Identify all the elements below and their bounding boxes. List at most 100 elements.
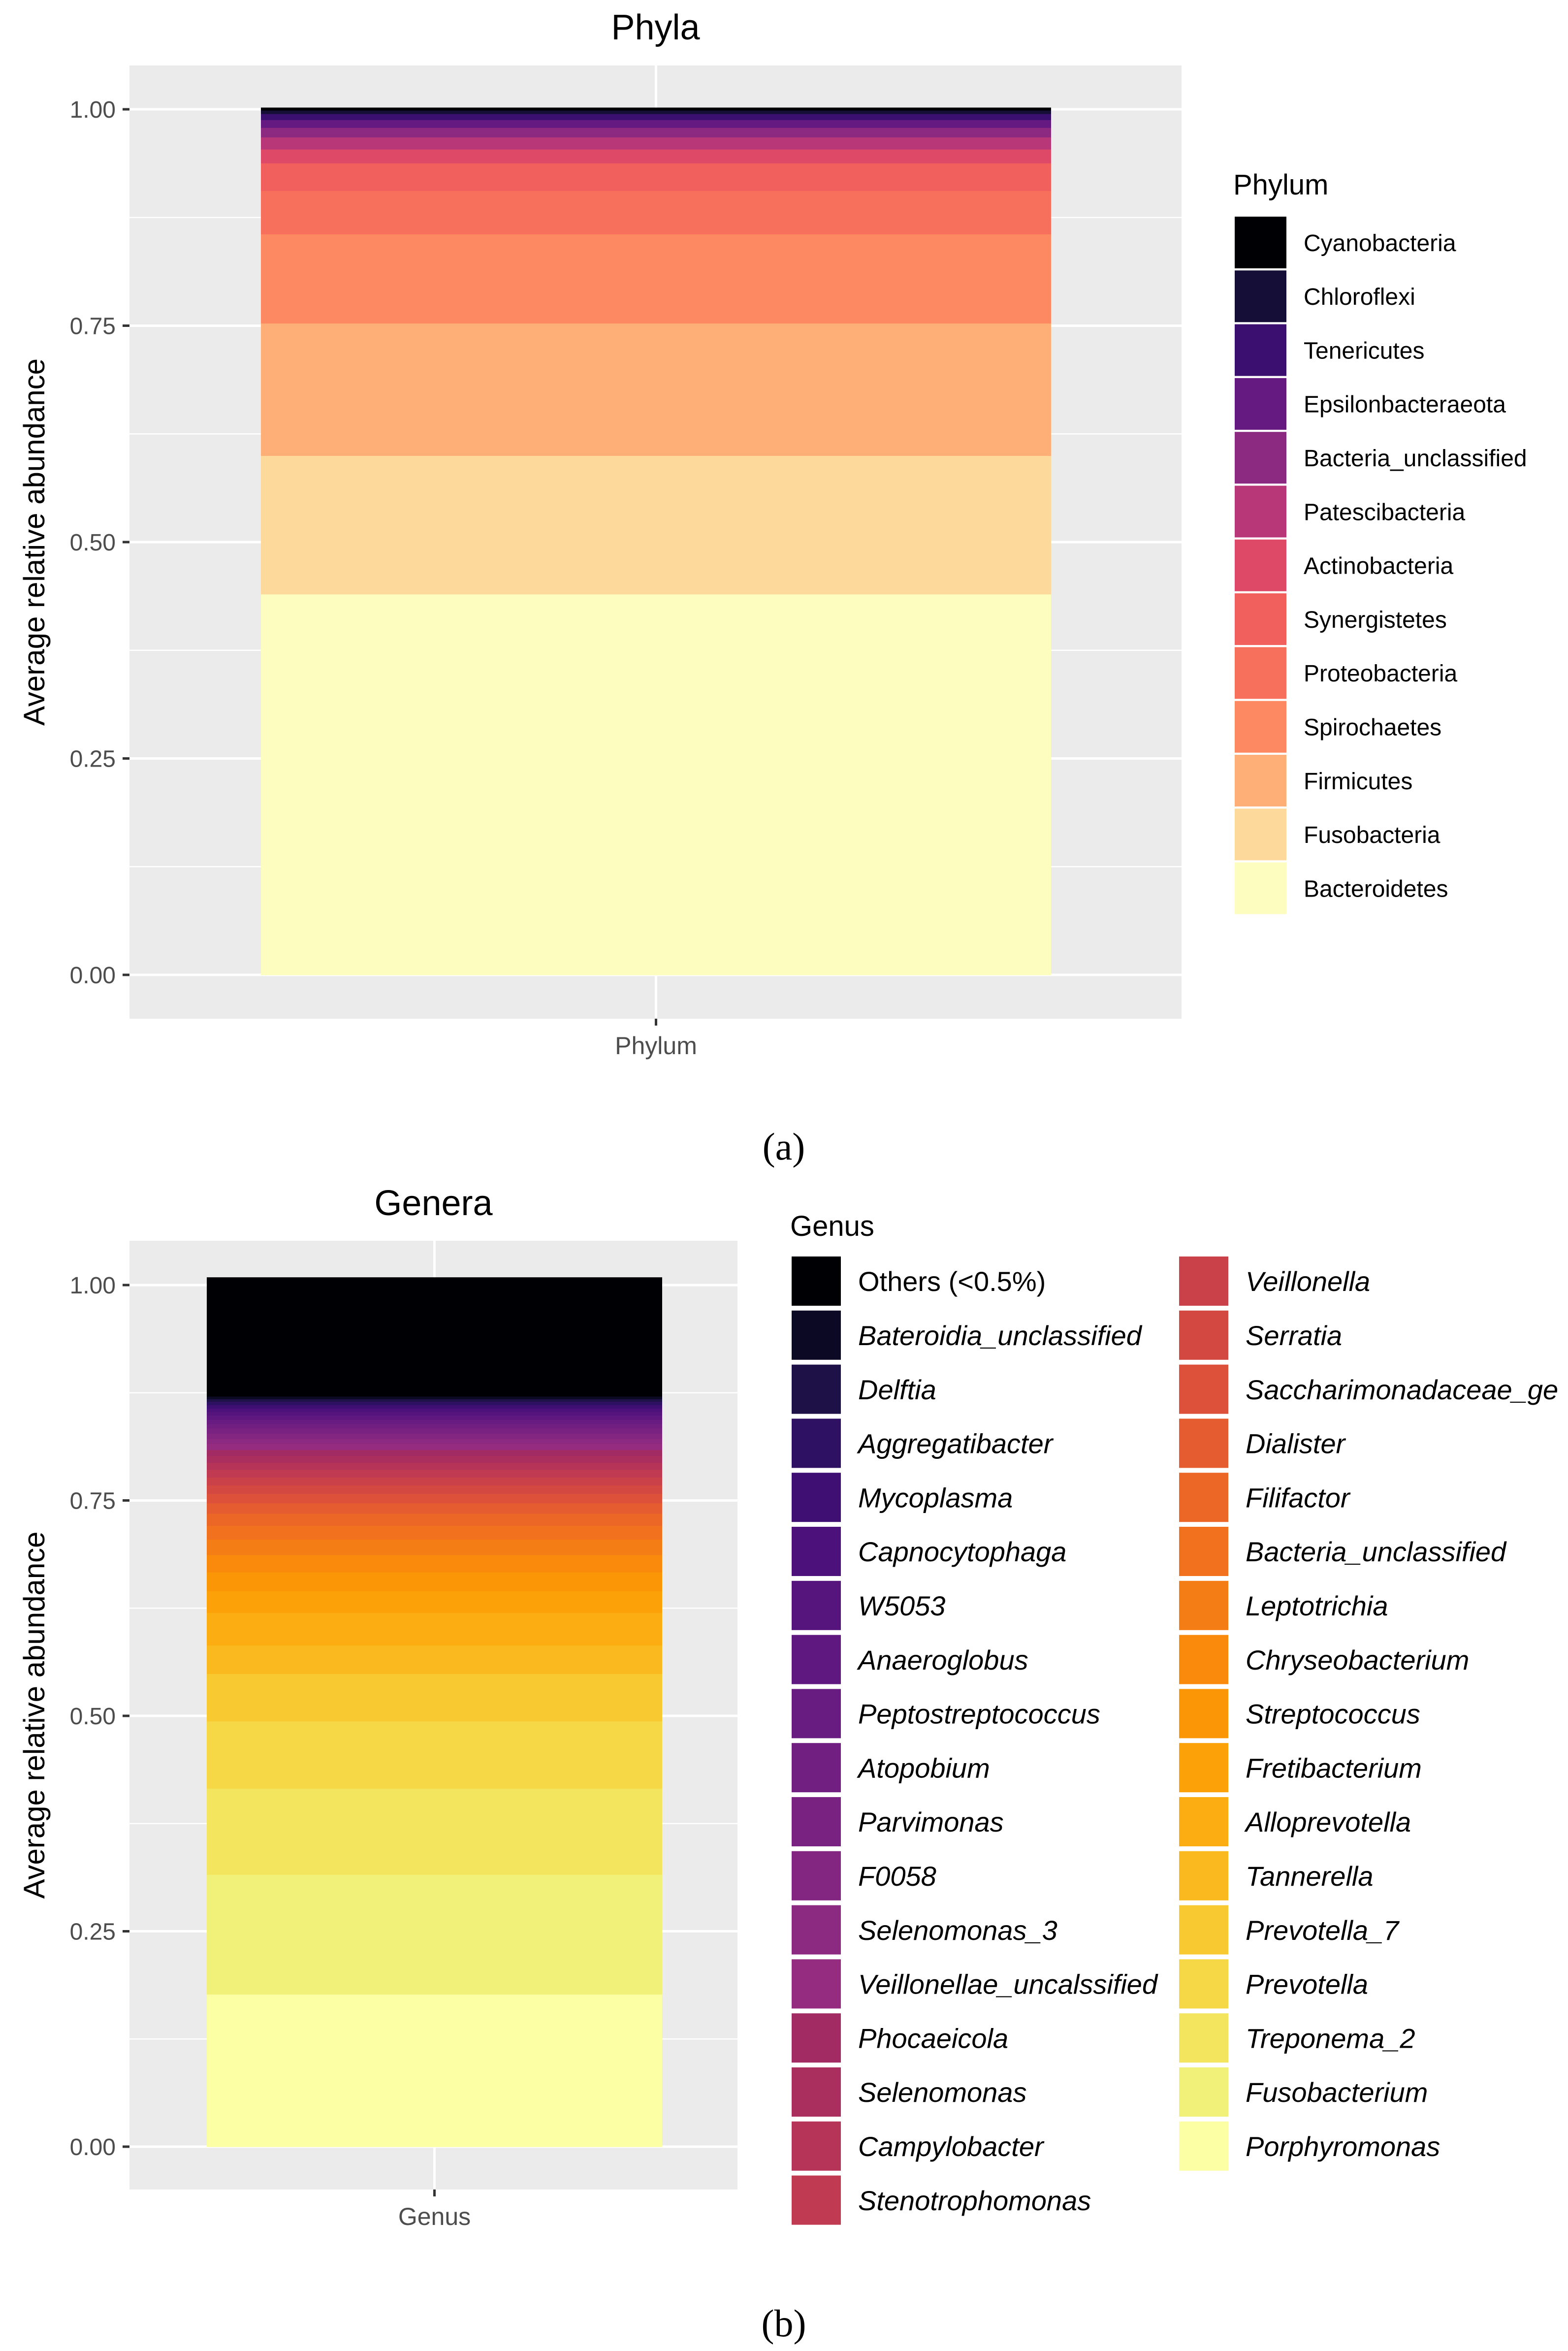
legend-label: Fusobacteria <box>1304 822 1440 848</box>
legend-key <box>792 1256 841 1306</box>
legend-label: Actinobacteria <box>1304 553 1453 580</box>
legend-label: Aggregatibacter <box>857 1428 1054 1459</box>
legend-label: Parvimonas <box>858 1806 1004 1837</box>
legend-key <box>1235 432 1286 484</box>
bar-segment <box>261 323 1051 456</box>
legend-key <box>792 2013 841 2063</box>
bar-segment <box>207 1399 662 1402</box>
y-tick-label: 0.50 <box>70 530 116 556</box>
legend-label: Chloroflexi <box>1304 284 1415 310</box>
legend-label: Bacteroidetes <box>1304 876 1448 902</box>
legend-key <box>1179 1473 1228 1522</box>
bar-segment <box>207 1419 662 1424</box>
legend-label: Bacteria_unclassified <box>1304 446 1527 472</box>
legend-key <box>1179 1743 1228 1793</box>
legend-label: Serratia <box>1246 1320 1342 1351</box>
bar-segment <box>207 1788 662 1875</box>
legend-label: Fretibacterium <box>1246 1752 1422 1783</box>
bar-segment <box>207 1572 662 1592</box>
legend-key <box>792 1905 841 1955</box>
legend-label: Stenotrophomonas <box>858 2185 1091 2216</box>
legend-label: Peptostreptococcus <box>858 1699 1100 1730</box>
legend-label: Alloprevotella <box>1244 1806 1411 1837</box>
legend-key <box>792 2121 841 2171</box>
legend-key <box>1179 1580 1228 1630</box>
legend-label: Dialister <box>1246 1428 1346 1459</box>
genera-chart: 0.00 0.25 0.50 0.75 1.00 Genus Genera Average r… <box>18 1184 1558 2230</box>
bar-segment <box>261 455 1051 595</box>
legend-key <box>792 1851 841 1900</box>
legend-label: Prevotella_7 <box>1246 1915 1400 1946</box>
y-tick-label: 0.25 <box>70 1919 116 1945</box>
legend-label: Leptotrichia <box>1246 1590 1388 1621</box>
caption-b: (b) <box>762 2302 806 2345</box>
bar-segment <box>207 1455 662 1463</box>
legend-key <box>1235 217 1286 268</box>
legend-key <box>792 1743 841 1793</box>
bar-segment <box>261 594 1051 975</box>
chart-title: Phyla <box>611 8 700 47</box>
bar-segment <box>207 1401 662 1406</box>
legend-label: Epsilonbacteraeota <box>1304 392 1506 418</box>
bar-segment <box>207 1428 662 1434</box>
phyla-chart: 0.00 0.25 0.50 0.75 1.00 Phylum Phyla Average r… <box>18 8 1527 1060</box>
legend-key <box>1179 2121 1228 2171</box>
bar-segment <box>207 1405 662 1409</box>
legend-key <box>1179 1364 1228 1414</box>
bar-segment <box>261 113 1051 120</box>
legend-label: W5053 <box>858 1590 945 1621</box>
legend-key <box>1235 270 1286 322</box>
legend-label: Filifactor <box>1246 1482 1351 1513</box>
legend-key <box>1235 378 1286 430</box>
legend-label: Saccharimonadaceae_ge <box>1246 1374 1558 1405</box>
legend-label: Delftia <box>858 1374 936 1405</box>
legend-label: Proteobacteria <box>1304 661 1457 687</box>
bar-segment <box>207 1612 662 1646</box>
bar-segment <box>261 110 1051 114</box>
bar-segment <box>207 1554 662 1573</box>
bar-segment <box>207 1591 662 1613</box>
y-tick-label: 0.00 <box>70 2134 116 2160</box>
legend-label: Tenericutes <box>1304 338 1424 364</box>
bar-segment <box>261 191 1051 234</box>
bar-segment <box>261 149 1051 163</box>
legend-label: Others (<0.5%) <box>858 1266 1046 1297</box>
y-tick-label: 1.00 <box>70 97 116 123</box>
legend-label: Cyanobacteria <box>1304 230 1456 257</box>
legend-key <box>1179 1310 1228 1360</box>
legend-key <box>1235 324 1286 376</box>
legend-key <box>1235 647 1286 699</box>
bar-segment <box>261 234 1051 324</box>
legend-label: Patescibacteria <box>1304 499 1465 525</box>
legend-label: Synergistetes <box>1304 607 1447 633</box>
legend-label: Chryseobacterium <box>1246 1644 1469 1675</box>
legend-key <box>1179 1905 1228 1955</box>
legend-label: Capnocytophaga <box>858 1536 1066 1567</box>
legend-key <box>1179 1797 1228 1846</box>
legend-key <box>792 1364 841 1414</box>
legend-label: Selenomonas <box>858 2077 1026 2108</box>
legend-key <box>792 1635 841 1684</box>
bar-segment <box>261 137 1051 150</box>
x-tick-label: Genus <box>398 2203 471 2230</box>
bar-segment <box>261 162 1051 192</box>
legend-key <box>1235 539 1286 591</box>
y-tick-label: 0.75 <box>70 314 116 340</box>
bar-segment <box>207 1539 662 1555</box>
legend-key <box>1179 1418 1228 1468</box>
bar-segment <box>207 1721 662 1789</box>
legend-label: Anaeroglobus <box>857 1644 1028 1675</box>
legend-key <box>792 1797 841 1846</box>
legend-key <box>792 1689 841 1739</box>
legend-label: Campylobacter <box>858 2131 1045 2162</box>
legend-key <box>792 1580 841 1630</box>
legend-key <box>1235 808 1286 861</box>
legend-label: Fusobacterium <box>1246 2077 1428 2108</box>
bar-segment <box>261 107 1051 111</box>
bar-segment <box>207 1415 662 1420</box>
bar-segment <box>207 1462 662 1470</box>
bar-segment <box>261 120 1051 128</box>
legend-label: Selenomonas_3 <box>858 1915 1057 1946</box>
y-axis-label: Average relative abundance <box>18 358 51 726</box>
